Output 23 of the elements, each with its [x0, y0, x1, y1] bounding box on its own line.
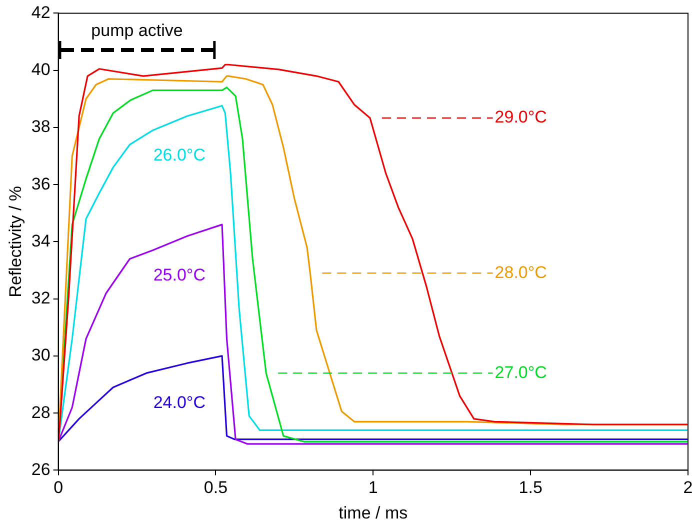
annotation: pump active — [90, 21, 184, 42]
y-tick-label: 30 — [31, 346, 50, 365]
x-tick-label: 0.5 — [204, 478, 228, 498]
y-tick-label: 42 — [31, 2, 50, 22]
ref-line-label: 29.0°C — [494, 108, 547, 127]
ref-line-label: 28.0°C — [494, 262, 547, 282]
y-tick-label: 34 — [31, 231, 50, 250]
ref-line-label: 27.0°C — [494, 362, 547, 382]
series-label: 24.0°C — [153, 392, 206, 412]
x-tick-label: 1 — [368, 478, 378, 498]
y-axis-title: Reflectivity / % — [6, 186, 25, 298]
y-tick-label: 40 — [31, 60, 50, 80]
x-tick-label: 1.5 — [518, 478, 542, 498]
y-tick-label: 36 — [31, 174, 50, 194]
y-tick-label: 28 — [31, 402, 50, 422]
x-tick-label: 2 — [683, 478, 693, 498]
y-tick-label: 26 — [31, 460, 50, 479]
series-label: 25.0°C — [153, 266, 206, 285]
x-axis-title: time / ms — [338, 503, 408, 522]
x-tick-label: 0 — [54, 478, 64, 498]
series-label: 26.0°C — [153, 146, 206, 165]
y-tick-label: 32 — [31, 288, 50, 308]
y-tick-label: 38 — [31, 117, 50, 136]
